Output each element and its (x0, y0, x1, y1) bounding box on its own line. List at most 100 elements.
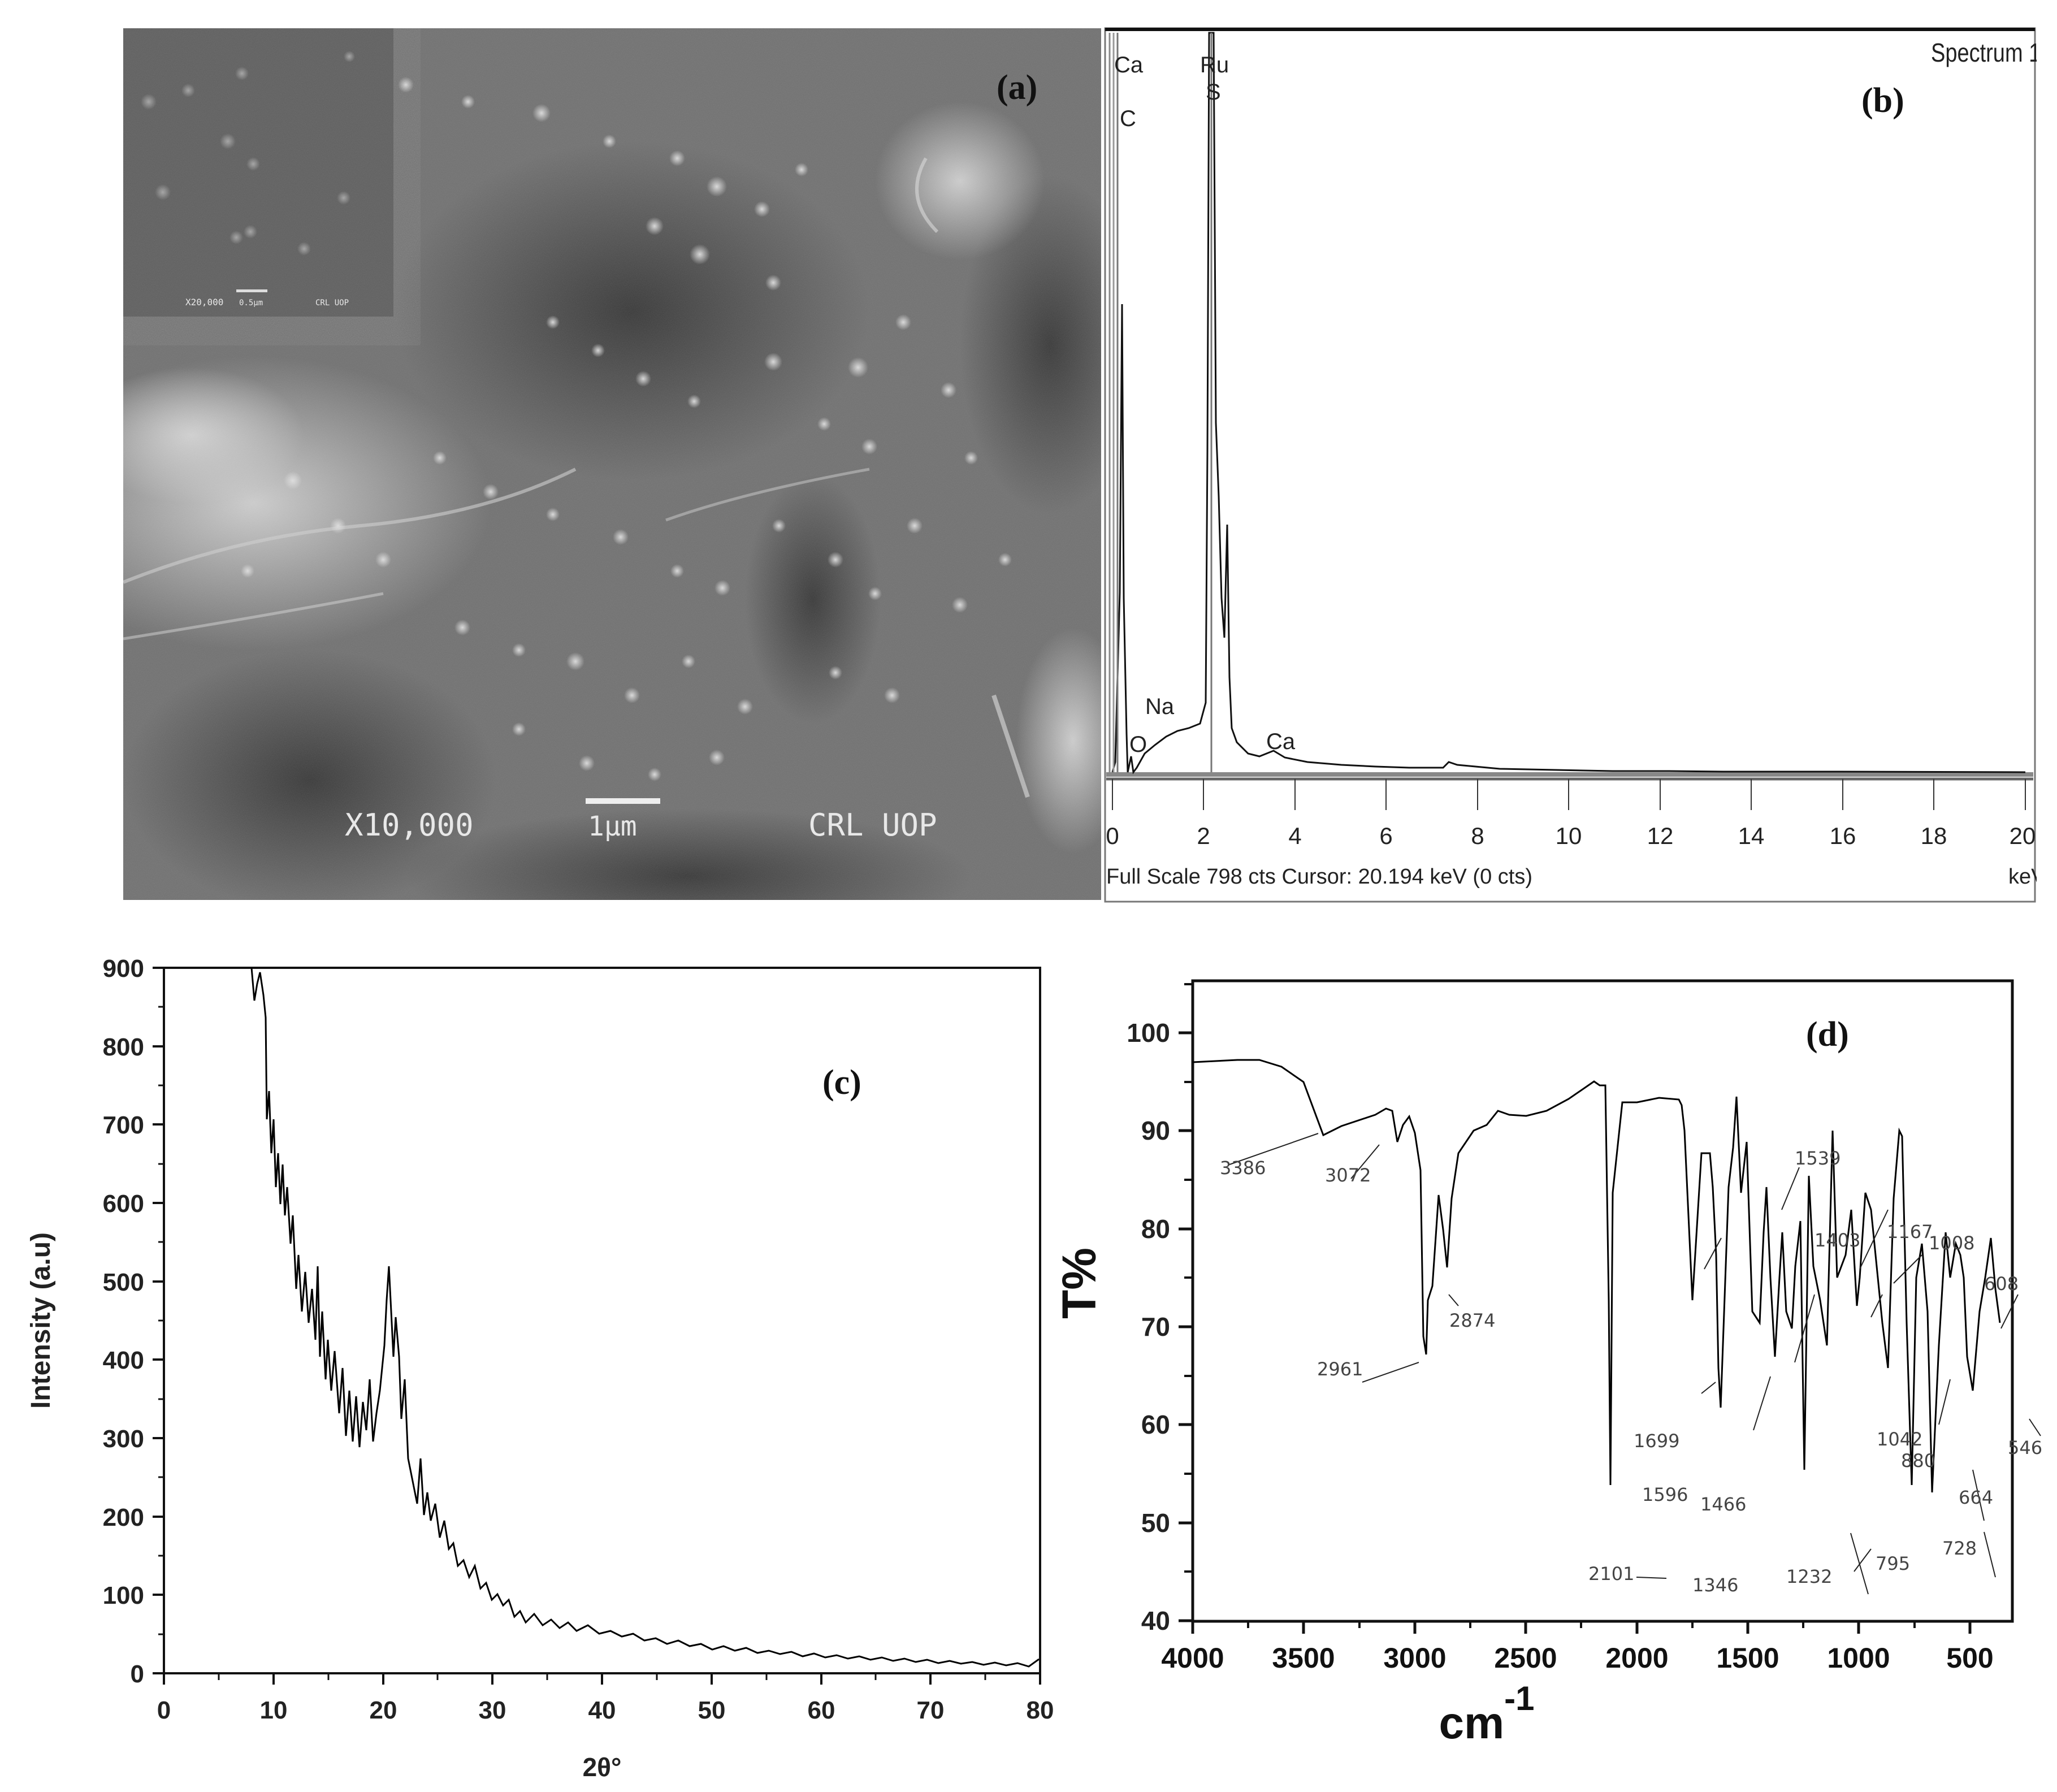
svg-text:4000: 4000 (1161, 1642, 1224, 1674)
scale-bar-label: 1μm (588, 811, 637, 842)
svg-text:100: 100 (1127, 1018, 1170, 1048)
svg-text:608: 608 (1984, 1273, 2019, 1295)
svg-text:16: 16 (1830, 823, 1856, 849)
panel-label-c: (c) (822, 1063, 861, 1102)
svg-text:2500: 2500 (1494, 1642, 1557, 1674)
svg-text:2961: 2961 (1317, 1358, 1363, 1380)
svg-text:4: 4 (1288, 823, 1301, 849)
svg-text:1403: 1403 (1815, 1230, 1860, 1251)
eds-footer-unit: keV (2008, 865, 2037, 889)
scale-bar (586, 798, 660, 804)
eds-label-ca: Ca (1114, 53, 1144, 77)
svg-text:795: 795 (1876, 1553, 1910, 1574)
xrd-x-axis-label: 2θ° (583, 1752, 622, 1782)
ftir-peak-labels: 3386 3072 2961 2874 2101 1699 1596 1539 … (1220, 1148, 2042, 1596)
sem-inset: X20,000 0.5μm CRL UOP (123, 28, 393, 317)
svg-text:90: 90 (1141, 1116, 1170, 1145)
ftir-trace (1192, 1059, 2001, 1493)
svg-text:728: 728 (1942, 1538, 1977, 1559)
panel-label-b: (b) (1861, 81, 1904, 120)
xrd-y-axis-label: Intensity (a.u) (26, 1232, 56, 1409)
svg-text:2101: 2101 (1588, 1563, 1634, 1585)
svg-text:0: 0 (131, 1660, 144, 1688)
svg-text:40: 40 (588, 1696, 616, 1724)
eds-label-s: S (1206, 80, 1221, 105)
svg-text:70: 70 (1141, 1312, 1170, 1341)
svg-text:60: 60 (808, 1696, 835, 1724)
svg-text:0: 0 (1106, 823, 1119, 849)
ftir-y-axis-label: T% (1057, 1248, 1106, 1319)
inset-facility: CRL UOP (315, 298, 349, 308)
svg-text:400: 400 (103, 1347, 144, 1374)
panel-label-d: (d) (1806, 1015, 1849, 1054)
eds-label-o: O (1129, 732, 1147, 757)
svg-text:1466: 1466 (1700, 1494, 1746, 1515)
svg-text:1167: 1167 (1887, 1221, 1933, 1243)
svg-text:12: 12 (1647, 823, 1674, 849)
xrd-panel: 0 100 200 300 400 500 600 700 800 900 0 (0, 950, 1074, 1792)
svg-text:14: 14 (1738, 823, 1765, 849)
svg-text:664: 664 (1959, 1487, 1993, 1508)
eds-label-ca2: Ca (1266, 729, 1296, 754)
svg-text:1539: 1539 (1795, 1148, 1841, 1169)
svg-text:2: 2 (1197, 823, 1210, 849)
svg-text:3500: 3500 (1272, 1642, 1335, 1674)
xrd-chart: 0 100 200 300 400 500 600 700 800 900 0 (26, 955, 1054, 1782)
ftir-x-tick-labels: 4000 3500 3000 2500 2000 1500 1000 500 (1161, 1642, 1993, 1674)
ftir-chart: 40 50 60 70 80 90 100 4000 3500 3000 250… (1057, 979, 2042, 1748)
svg-text:1346: 1346 (1692, 1574, 1738, 1596)
svg-text:1596: 1596 (1642, 1484, 1688, 1505)
svg-text:20: 20 (2010, 823, 2036, 849)
spectrum-title: Spectrum 1 (1931, 38, 2037, 67)
svg-text:8: 8 (1471, 823, 1484, 849)
ftir-leader-lines (1229, 1133, 2041, 1595)
eds-panel: Ca C Ru S Na O Ca Spectrum 1 (b) 0 2 4 6… (1104, 27, 2037, 903)
eds-label-ru: Ru (1200, 53, 1229, 77)
panel-label-a: (a) (997, 68, 1037, 107)
facility-label: CRL UOP (808, 807, 937, 843)
eds-label-c: C (1120, 106, 1136, 131)
ftir-x-axis-label: cm-1 (1439, 1680, 1535, 1748)
svg-text:60: 60 (1141, 1410, 1170, 1439)
svg-text:600: 600 (103, 1190, 144, 1218)
svg-text:500: 500 (1946, 1642, 1993, 1674)
sem-image: X20,000 0.5μm CRL UOP (a) X10,000 1μm CR… (123, 28, 1101, 900)
svg-text:1008: 1008 (1929, 1232, 1974, 1254)
svg-text:10: 10 (260, 1696, 288, 1724)
inset-scale-bar: 0.5μm (239, 298, 263, 308)
svg-text:80: 80 (1027, 1696, 1054, 1724)
svg-text:300: 300 (103, 1425, 144, 1453)
svg-text:880: 880 (1901, 1450, 1935, 1471)
svg-text:100: 100 (103, 1582, 144, 1609)
eds-chart: Ca C Ru S Na O Ca Spectrum 1 (b) 0 2 4 6… (1104, 27, 2037, 903)
svg-text:3000: 3000 (1383, 1642, 1446, 1674)
svg-text:50: 50 (1141, 1508, 1170, 1538)
svg-text:40: 40 (1141, 1606, 1170, 1635)
svg-text:1500: 1500 (1716, 1642, 1779, 1674)
eds-x-tick-labels: 0 2 4 6 8 10 12 14 16 18 20 (1106, 823, 2036, 849)
svg-text:30: 30 (479, 1696, 506, 1724)
svg-text:80: 80 (1141, 1214, 1170, 1244)
svg-text:70: 70 (917, 1696, 945, 1724)
ftir-panel: 40 50 60 70 80 90 100 4000 3500 3000 250… (1057, 961, 2057, 1792)
xrd-y-tick-labels: 0 100 200 300 400 500 600 700 800 900 (103, 955, 144, 1688)
sem-panel: X20,000 0.5μm CRL UOP (a) X10,000 1μm CR… (123, 28, 1101, 900)
magnification-label: X10,000 (345, 807, 474, 843)
svg-text:1232: 1232 (1786, 1566, 1832, 1587)
svg-text:1699: 1699 (1634, 1430, 1679, 1452)
svg-text:2874: 2874 (1449, 1310, 1495, 1331)
svg-text:546: 546 (2008, 1437, 2042, 1458)
xrd-trace (250, 967, 1040, 1668)
eds-label-na: Na (1145, 694, 1175, 719)
svg-text:0: 0 (157, 1696, 171, 1724)
ftir-y-tick-labels: 40 50 60 70 80 90 100 (1127, 1018, 1170, 1635)
eds-footer-status: Full Scale 798 cts Cursor: 20.194 keV (0… (1106, 865, 1532, 889)
svg-text:200: 200 (103, 1504, 144, 1531)
svg-text:50: 50 (698, 1696, 726, 1724)
svg-text:1000: 1000 (1827, 1642, 1890, 1674)
svg-text:900: 900 (103, 955, 144, 982)
svg-text:1042: 1042 (1877, 1429, 1922, 1450)
svg-text:20: 20 (370, 1696, 397, 1724)
svg-text:10: 10 (1556, 823, 1582, 849)
svg-text:3072: 3072 (1325, 1165, 1371, 1186)
